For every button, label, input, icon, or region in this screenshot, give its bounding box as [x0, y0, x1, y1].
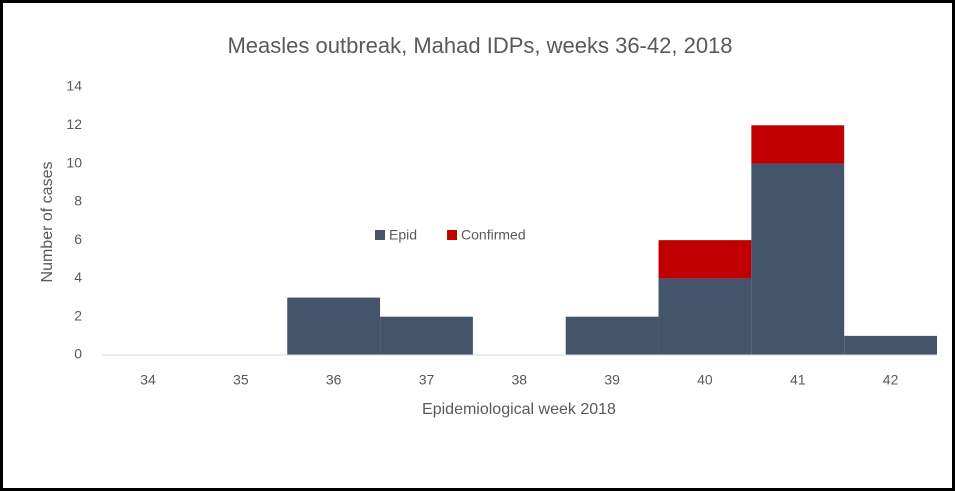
- bar-segment: [658, 278, 752, 355]
- bar-segment: [751, 163, 845, 355]
- legend-label: Confirmed: [461, 227, 526, 243]
- bar-segment: [658, 240, 752, 279]
- x-tick-label: 34: [140, 372, 156, 388]
- y-tick-label: 6: [74, 231, 82, 247]
- bar-segment: [287, 297, 381, 355]
- x-axis-label: Epidemiological week 2018: [422, 401, 616, 418]
- x-tick-label: 40: [697, 372, 713, 388]
- bar-segment: [380, 316, 473, 355]
- bar-segment: [751, 125, 845, 164]
- y-axis-label: Number of cases: [39, 162, 56, 283]
- x-tick-label: 35: [233, 372, 249, 388]
- y-tick-label: 8: [74, 193, 82, 209]
- x-tick-label: 41: [790, 372, 806, 388]
- y-tick-label: 4: [74, 269, 82, 285]
- legend-label: Epid: [389, 227, 417, 243]
- x-tick-label: 37: [419, 372, 435, 388]
- y-tick-label: 2: [74, 307, 82, 323]
- x-tick-label: 39: [604, 372, 620, 388]
- bar-segment: [844, 335, 937, 355]
- legend-swatch: [375, 230, 385, 240]
- legend-swatch: [447, 230, 458, 240]
- bar-segment: [565, 316, 659, 355]
- y-tick-label: 12: [66, 116, 82, 132]
- x-tick-label: 36: [326, 372, 342, 388]
- chart-title: Measles outbreak, Mahad IDPs, weeks 36-4…: [227, 33, 732, 58]
- y-tick-label: 0: [74, 346, 82, 362]
- x-tick-label: 42: [883, 372, 899, 388]
- y-tick-label: 14: [66, 78, 82, 94]
- y-tick-label: 10: [66, 154, 82, 170]
- x-tick-label: 38: [512, 372, 528, 388]
